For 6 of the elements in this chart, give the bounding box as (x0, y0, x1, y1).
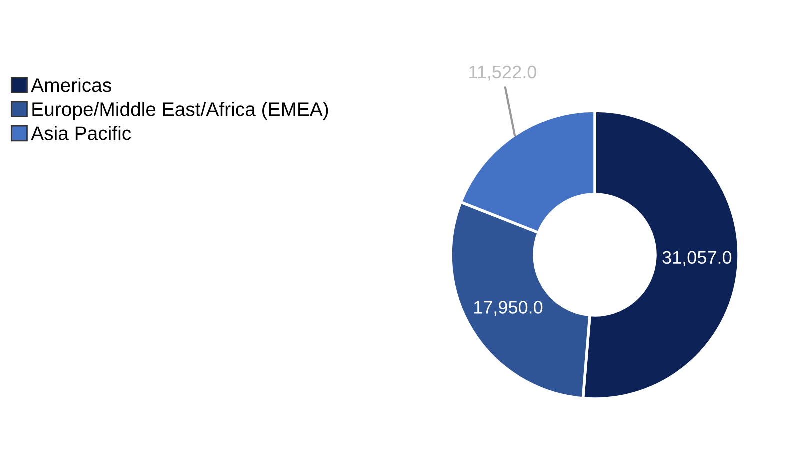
legend-label: Americas (31, 78, 112, 92)
data-label: 17,950.0 (474, 301, 543, 316)
data-label: 11,522.0 (470, 66, 536, 81)
data-label: 31,057.0 (662, 251, 732, 266)
legend-label: Europe/Middle East/Africa (EMEA) (32, 102, 328, 120)
legend-label: Asia Pacific (31, 126, 132, 140)
